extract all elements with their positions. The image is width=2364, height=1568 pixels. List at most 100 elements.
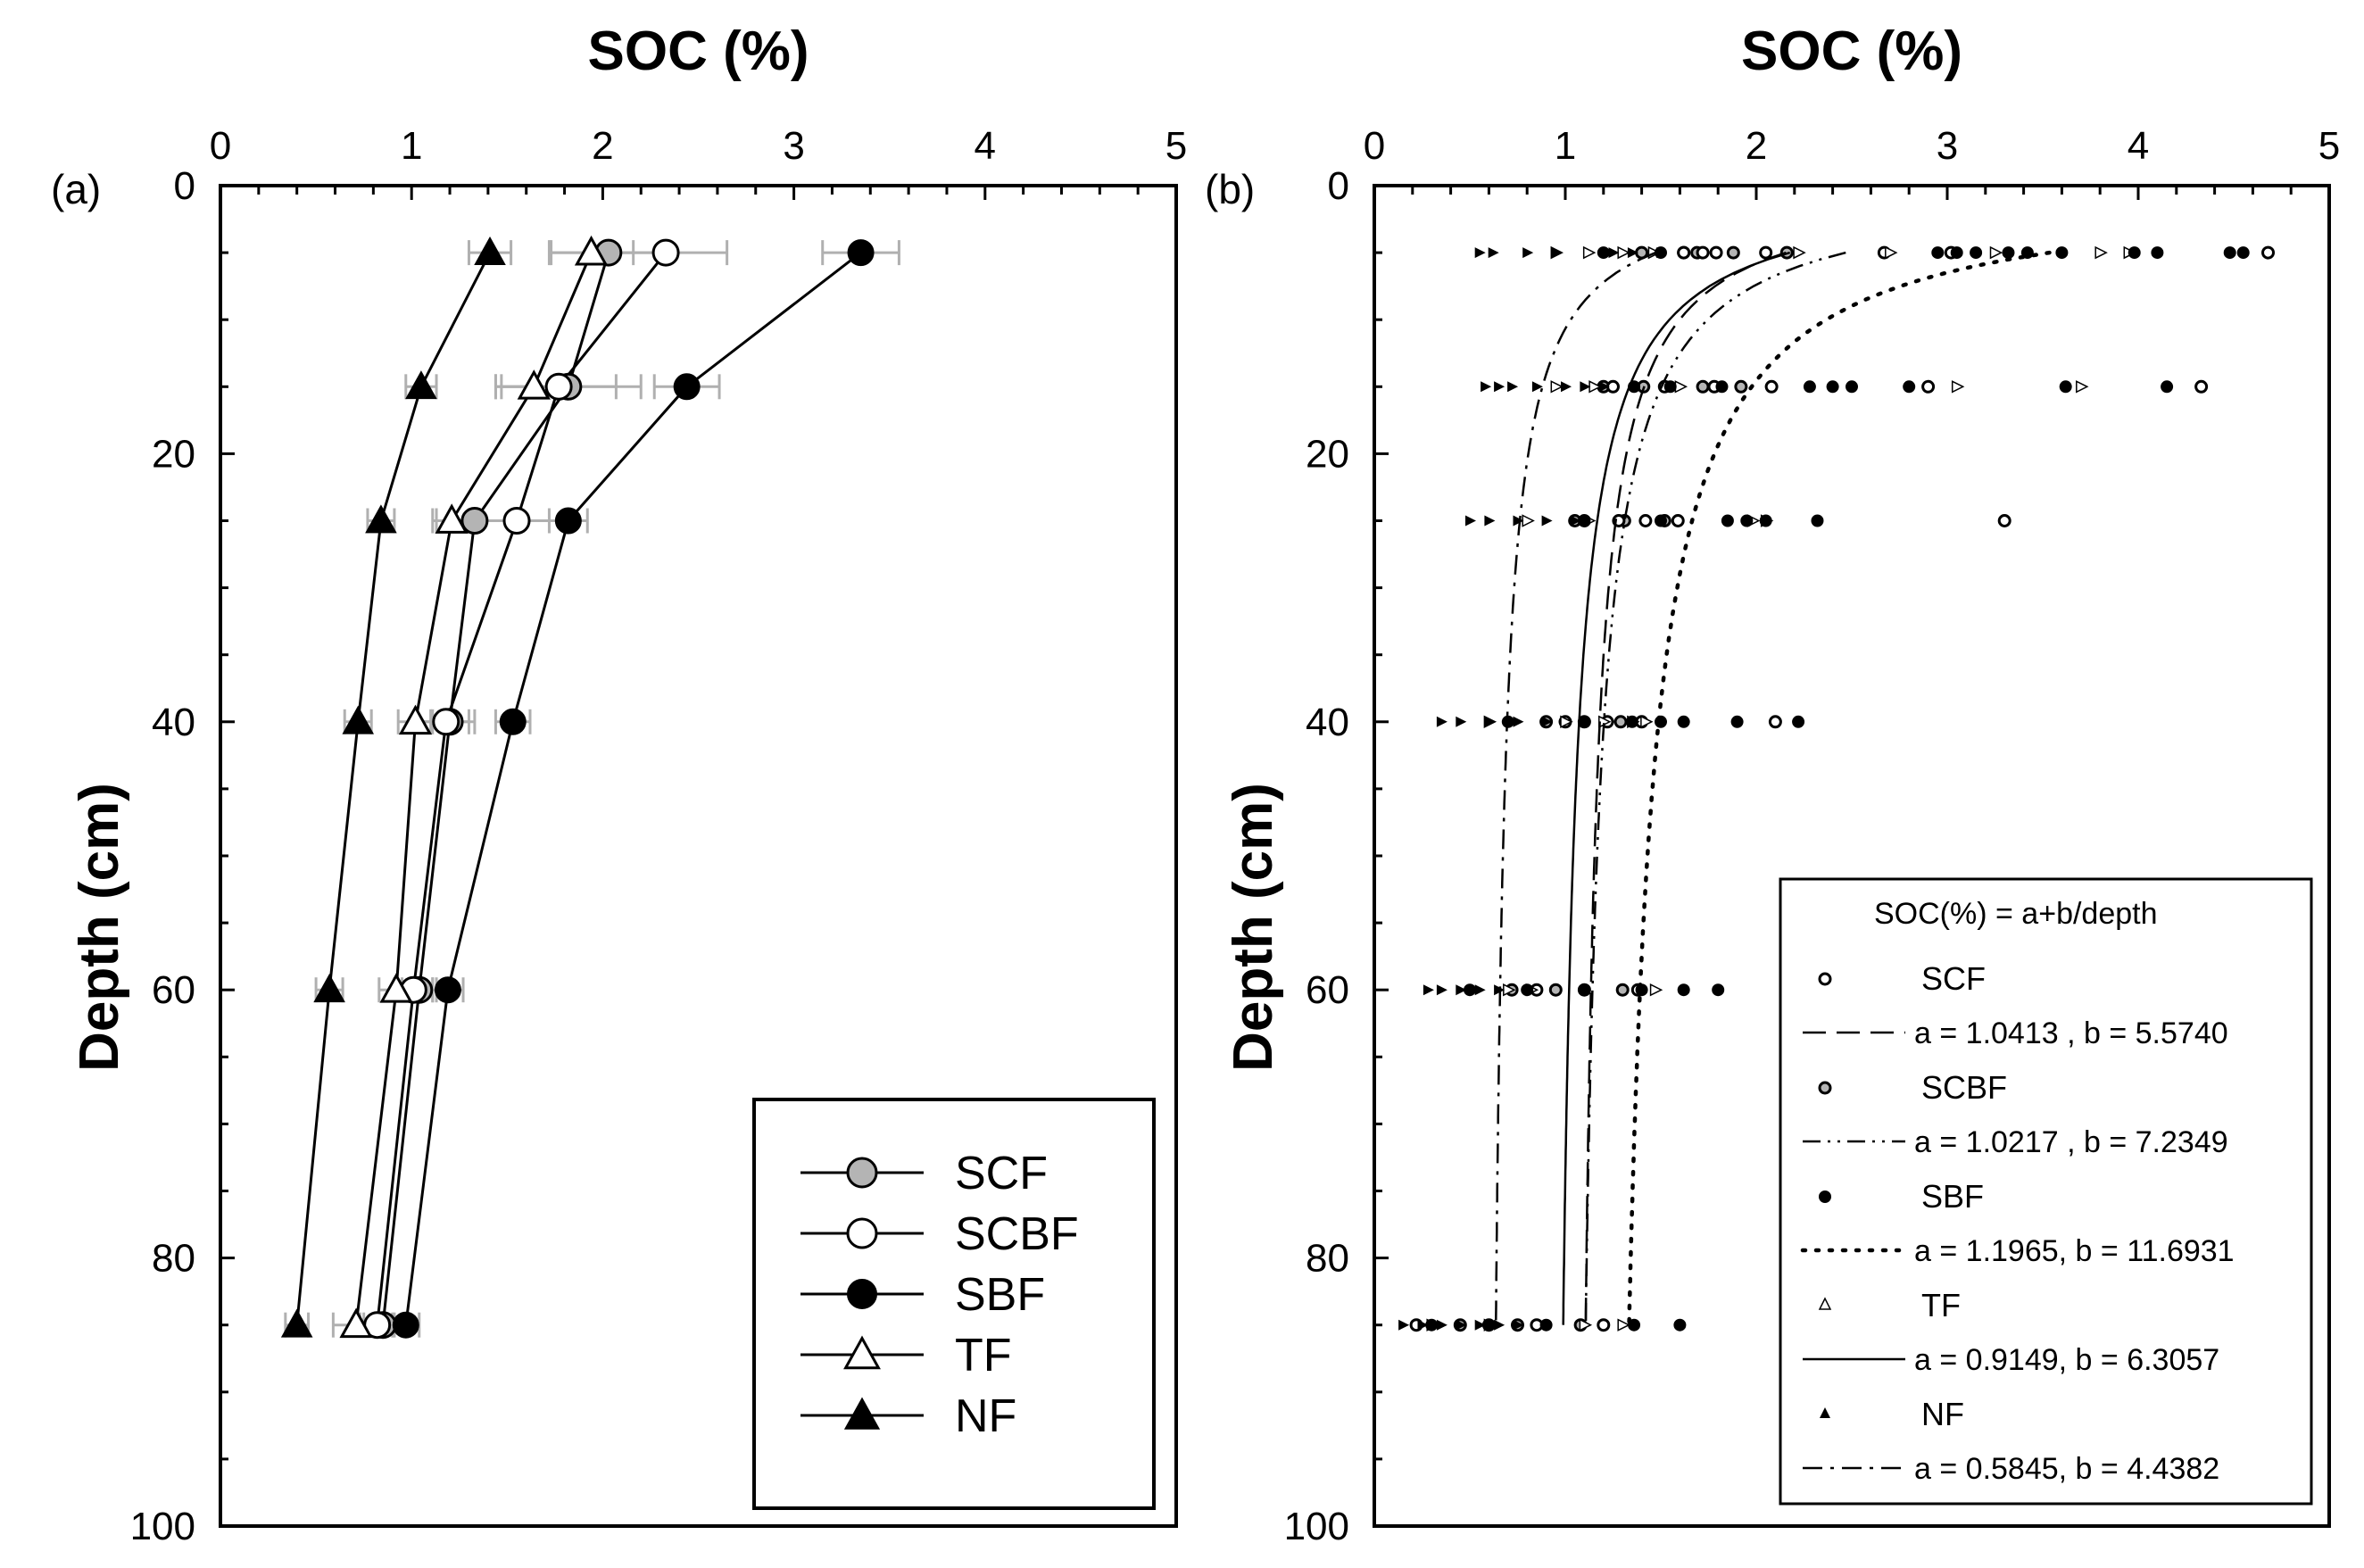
scatter-point-scbf xyxy=(1726,245,1740,260)
scatter-point-sbf xyxy=(1482,1318,1496,1332)
fit-curve-tf xyxy=(1562,251,1791,1325)
scatter-point-tf xyxy=(1617,1318,1630,1332)
legend-label: SCF xyxy=(955,1148,1048,1199)
scatter-point-sbf xyxy=(1663,380,1677,394)
y-tick-label: 0 xyxy=(174,164,195,208)
legend-series-name: SCBF xyxy=(1921,1069,2007,1106)
y-tick-label: 100 xyxy=(1284,1505,1349,1548)
scatter-point-sbf xyxy=(1730,715,1744,728)
x-tick-label: 1 xyxy=(1555,124,1576,168)
legend-series-name: SBF xyxy=(1921,1178,1984,1215)
scatter-point-sbf xyxy=(1903,380,1916,394)
scatter-point-nf xyxy=(1561,381,1572,393)
scatter-point-sbf xyxy=(1539,1318,1553,1332)
fit-curve-scf xyxy=(1584,251,1787,1325)
legend-fit-params: a = 0.5845, b = 4.4382 xyxy=(1914,1452,2219,1486)
x-tick-label: 2 xyxy=(1746,124,1767,168)
legend-label: NF xyxy=(955,1390,1016,1442)
data-point-tf xyxy=(574,235,609,266)
data-point-sbf xyxy=(434,976,461,1004)
scatter-point-nf xyxy=(1398,1319,1410,1331)
legend-marker-nf xyxy=(1820,1407,1830,1418)
data-point-sbf xyxy=(392,1311,419,1339)
data-point-tf xyxy=(435,503,469,534)
scatter-point-sbf xyxy=(2151,246,2164,260)
panel-label: (b) xyxy=(1205,166,1255,212)
panel-b: 0 1 2 3 4 5 0 20 40 60 80 100 SOC (%) Depth (cm) (b) SO… xyxy=(1205,21,2340,1548)
scatter-point-nf xyxy=(1580,381,1591,393)
scatter-point-sbf xyxy=(1803,380,1816,394)
scatter-point-nf xyxy=(1608,247,1620,259)
legend-label: SBF xyxy=(955,1269,1045,1321)
legend-label: TF xyxy=(955,1330,1012,1381)
scatter-point-nf xyxy=(1488,247,1499,259)
panel-label: (a) xyxy=(51,166,101,212)
scatter-point-nf xyxy=(1436,1319,1447,1331)
scatter-point-sbf xyxy=(1628,1318,1641,1332)
legend-series-name: SCF xyxy=(1921,960,1986,997)
y-tick-label: 80 xyxy=(1306,1237,1349,1281)
scatter-point-nf xyxy=(1541,716,1553,727)
scatter-point-scf xyxy=(2261,245,2276,260)
y-tick-label: 80 xyxy=(152,1237,195,1281)
data-point-nf xyxy=(313,974,345,1003)
data-point-tf xyxy=(339,1307,373,1339)
scatter-point-nf xyxy=(1474,247,1486,259)
scatter-point-nf xyxy=(1481,381,1492,393)
scatter-point-nf xyxy=(1513,515,1524,527)
scatter-point-sbf xyxy=(1597,246,1610,260)
scatter-point-scf xyxy=(1677,245,1691,260)
legend-title: SOC(%) = a+b/depth xyxy=(1874,897,2158,931)
x-tick-label: 5 xyxy=(1165,124,1187,168)
scatter-point-nf xyxy=(1522,247,1534,259)
scatter-point-nf xyxy=(1627,247,1638,259)
legend-series-name: TF xyxy=(1921,1287,1961,1323)
x-axis-title: SOC (%) xyxy=(588,21,809,82)
data-point-sbf xyxy=(499,708,527,735)
scatter-point-sbf xyxy=(1578,514,1591,527)
scatter-point-nf xyxy=(1513,716,1524,727)
series-line-tf xyxy=(354,252,593,1325)
scatter-point-sbf xyxy=(1931,246,1945,260)
scatter-point-nf xyxy=(1474,1319,1486,1331)
series-line-sbf xyxy=(404,251,862,1325)
data-point-nf xyxy=(405,370,437,400)
legend-marker-tf xyxy=(1818,1297,1832,1310)
series-line-scbf xyxy=(376,252,668,1325)
legend-marker-scf xyxy=(846,1157,878,1189)
y-tick-label: 40 xyxy=(152,701,195,744)
scatter-point-nf xyxy=(1436,716,1447,727)
scatter-point-sbf xyxy=(1673,1318,1687,1332)
data-point-scbf xyxy=(502,507,531,535)
legend-series-name: NF xyxy=(1921,1396,1964,1432)
scatter-point-scf xyxy=(1764,379,1779,394)
scatter-point-nf xyxy=(1436,984,1447,996)
scatter-point-sbf xyxy=(2020,246,2034,260)
series-line-nf xyxy=(295,252,492,1325)
scatter-point-scf xyxy=(1671,514,1685,527)
scatter-point-tf xyxy=(1582,245,1597,260)
data-point-scbf xyxy=(651,238,680,267)
y-tick-label: 60 xyxy=(1306,968,1349,1012)
scatter-point-sbf xyxy=(2161,380,2174,394)
scatter-point-tf xyxy=(1951,380,1965,394)
scatter-point-nf xyxy=(1507,381,1519,393)
legend-box xyxy=(752,1098,1156,1510)
data-point-nf xyxy=(280,1308,313,1338)
scatter-point-sbf xyxy=(1811,514,1824,527)
data-point-tf xyxy=(398,704,433,735)
y-tick-label: 0 xyxy=(1328,164,1349,208)
scatter-point-scf xyxy=(1759,245,1773,260)
scatter-point-nf xyxy=(1456,1319,1467,1331)
scatter-point-sbf xyxy=(1677,983,1690,997)
scatter-point-sbf xyxy=(1425,1318,1439,1332)
data-point-nf xyxy=(365,504,397,534)
scatter-point-tf xyxy=(1989,245,2003,260)
y-tick-label: 100 xyxy=(130,1505,195,1548)
x-tick-label: 5 xyxy=(2318,124,2340,168)
scatter-point-sbf xyxy=(1759,514,1772,527)
scatter-point-sbf xyxy=(1521,983,1534,997)
y-axis-title: Depth (cm) xyxy=(69,783,130,1072)
scatter-point-tf xyxy=(1885,245,1898,260)
scatter-point-sbf xyxy=(1721,514,1734,527)
